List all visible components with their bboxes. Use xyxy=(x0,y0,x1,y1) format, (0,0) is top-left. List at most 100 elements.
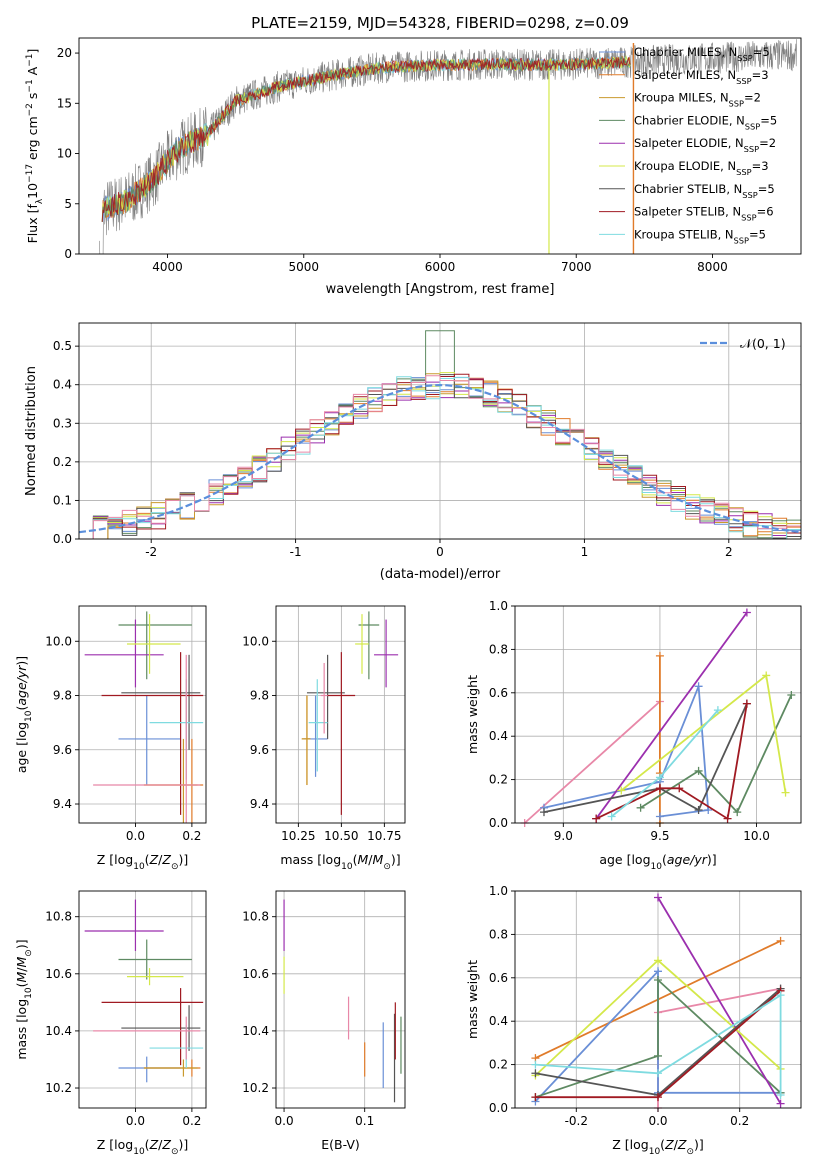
y-tick-label: 0.5 xyxy=(53,339,72,353)
x-tick-label: 5000 xyxy=(289,260,320,274)
x-tick-label: 0.2 xyxy=(182,1114,201,1128)
y-tick-label: 10.8 xyxy=(242,910,269,924)
y-tick-label: 5 xyxy=(64,197,72,211)
weight-line xyxy=(543,685,710,818)
weight-marker xyxy=(694,682,703,691)
legend-entry: Salpeter STELIB, NSSP=6 xyxy=(634,205,774,223)
z-weight-panel: -0.2 0.0 0.2 0.0 0.2 0.4 0.6 0.8 1.0 Z [log10(Z/Z… xyxy=(465,884,802,1157)
x-tick-label: 1 xyxy=(581,545,589,559)
weight-marker xyxy=(654,1069,662,1078)
weight-marker xyxy=(713,706,722,715)
weight-marker xyxy=(654,1093,662,1102)
y-tick-label: 10.6 xyxy=(242,967,269,981)
weight-marker xyxy=(654,956,662,965)
y-axis-label: mass weight xyxy=(465,960,480,1039)
x-tick-label: 7000 xyxy=(561,260,592,274)
weight-marker xyxy=(654,967,662,976)
y-tick-label: 0.4 xyxy=(53,378,72,392)
weight-marker xyxy=(636,803,645,812)
y-tick-label: 10.0 xyxy=(45,634,72,648)
weight-marker xyxy=(592,814,601,823)
x-tick-label: 0 xyxy=(436,545,444,559)
figure-title: PLATE=2159, MJD=54328, FIBERID=0298, z=0… xyxy=(251,14,629,32)
y-tick-label: 10 xyxy=(57,147,72,161)
weight-marker xyxy=(776,1099,785,1108)
series xyxy=(531,893,785,1112)
y-axis-label: Flux [fλ10−17 erg cm−2 s−1 A−1] xyxy=(25,49,45,244)
weight-line xyxy=(595,611,748,820)
weight-marker xyxy=(655,784,664,793)
x-axis-label: Z [log10(Z/Z⊙)] xyxy=(97,1137,189,1157)
weight-line xyxy=(535,977,782,1099)
points xyxy=(301,611,399,815)
y-tick-label: 9.6 xyxy=(250,743,269,757)
histogram-step xyxy=(79,375,801,539)
legend-entry: Kroupa ELODIE, NSSP=3 xyxy=(634,159,769,177)
x-tick-label: -0.2 xyxy=(565,1114,588,1128)
weight-line xyxy=(524,700,661,824)
y-tick-label: 15 xyxy=(57,96,72,110)
weight-marker xyxy=(776,991,785,1000)
y-tick-label: 9.4 xyxy=(250,797,269,811)
x-axis-label: Z [log10(Z/Z⊙)] xyxy=(612,1137,704,1157)
legend: 𝒩(0, 1) xyxy=(700,336,786,351)
z-mass-panel: 0.0 0.2 10.2 10.4 10.6 10.8 Z [log10(Z/Z⊙)] mas… xyxy=(14,890,207,1157)
weight-marker xyxy=(531,1060,540,1069)
y-tick-label: 10.2 xyxy=(45,1081,72,1095)
weight-marker xyxy=(531,1069,540,1078)
axes-frame xyxy=(275,605,406,824)
y-axis-label: mass weight xyxy=(465,675,480,754)
x-axis-label: wavelength [Angstrom, rest frame] xyxy=(326,282,555,297)
spectrum-panel: 4000 5000 6000 7000 8000 0 5 10 15 20 wavelength [… xyxy=(25,37,802,297)
y-tick-label: 0 xyxy=(64,247,72,261)
weight-marker xyxy=(776,1090,785,1099)
weight-marker xyxy=(654,1051,662,1060)
weight-marker xyxy=(723,814,732,823)
weight-marker xyxy=(742,699,751,708)
x-tick-label: 0.1 xyxy=(355,1114,374,1128)
x-tick-label: 0.0 xyxy=(126,829,145,843)
legend-entry: Chabrier STELIB, NSSP=5 xyxy=(634,182,775,200)
points xyxy=(84,611,204,823)
weight-line xyxy=(657,897,782,1105)
y-tick-label: 0.0 xyxy=(489,1101,508,1115)
weight-line xyxy=(640,694,793,814)
y-tick-label: 1.0 xyxy=(489,884,508,898)
y-tick-label: 0.6 xyxy=(489,686,508,700)
x-tick-label: 10.75 xyxy=(367,829,401,843)
legend-entry: Salpeter MILES, NSSP=3 xyxy=(634,68,769,86)
weight-marker xyxy=(531,1093,540,1102)
y-tick-label: 10.4 xyxy=(242,1024,269,1038)
weight-marker xyxy=(655,773,664,782)
y-tick-label: 10.0 xyxy=(242,634,269,648)
x-tick-label: 4000 xyxy=(152,260,183,274)
weight-marker xyxy=(675,784,684,793)
weight-marker xyxy=(742,608,751,617)
y-tick-label: 10.2 xyxy=(242,1081,269,1095)
weight-marker xyxy=(607,812,616,821)
axes-frame xyxy=(78,605,207,824)
y-tick-label: 0.3 xyxy=(53,416,72,430)
x-tick-label: 9.0 xyxy=(554,829,573,843)
age-weight-panel: 9.0 9.5 10.0 0.0 0.2 0.4 0.6 0.8 1.0 age [log10(a… xyxy=(465,599,802,872)
y-tick-label: 20 xyxy=(57,46,72,60)
y-tick-label: 9.8 xyxy=(53,689,72,703)
legend-entry: Chabrier ELODIE, NSSP=5 xyxy=(634,113,777,131)
mass-age-panel: 10.25 10.50 10.75 9.4 9.6 9.8 10.0 mass [log10(… xyxy=(242,605,406,872)
weight-marker xyxy=(694,805,703,814)
series xyxy=(520,608,796,827)
weight-marker xyxy=(617,786,626,795)
y-tick-label: 0.2 xyxy=(489,773,508,787)
model-spectrum xyxy=(101,56,631,222)
weight-line xyxy=(535,993,782,1095)
points xyxy=(84,899,204,1083)
x-axis-label: mass [log10(M/M⊙)] xyxy=(280,852,400,872)
y-axis-label: age [log10(age/yr)] xyxy=(14,656,34,773)
model-spectrum xyxy=(101,55,631,222)
weight-marker xyxy=(787,690,796,699)
y-tick-label: 0.2 xyxy=(53,455,72,469)
weight-marker xyxy=(781,788,790,797)
weight-line xyxy=(543,703,748,813)
x-tick-label: 0.0 xyxy=(648,1114,667,1128)
x-tick-label: 2 xyxy=(725,545,733,559)
